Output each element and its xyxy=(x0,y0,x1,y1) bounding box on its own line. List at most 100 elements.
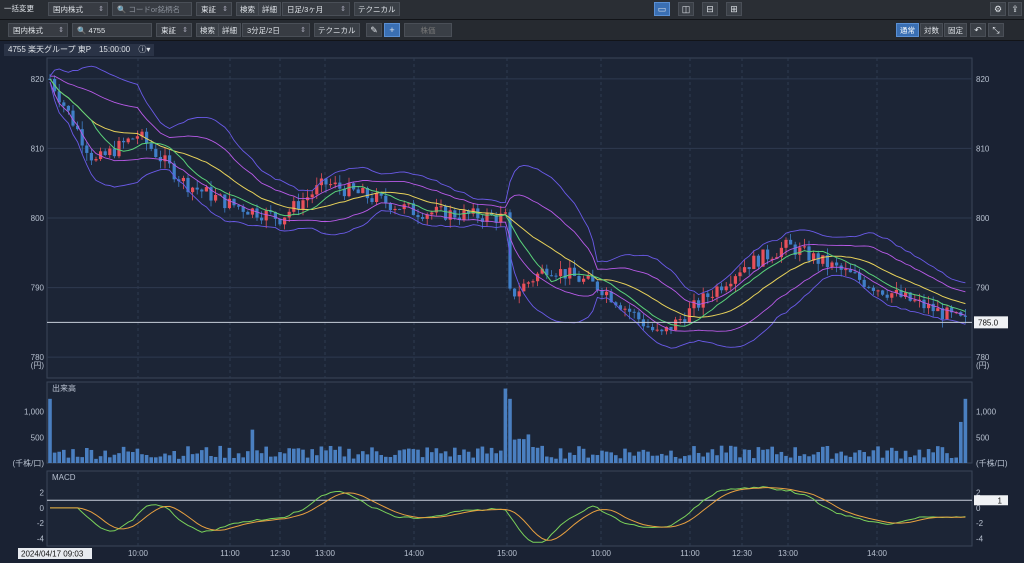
volume-bar xyxy=(793,447,797,463)
technical-button-2[interactable]: テクニカル xyxy=(314,23,360,37)
layout-split-vertical-icon[interactable]: ◫ xyxy=(678,2,694,16)
candle-body xyxy=(310,194,314,198)
candle-body xyxy=(614,302,618,306)
candle-body xyxy=(881,290,885,295)
volume-bar xyxy=(117,453,121,463)
candle-body xyxy=(324,178,328,185)
candle-body xyxy=(945,307,949,320)
candle-body xyxy=(347,183,351,197)
layout-single-icon[interactable]: ▭ xyxy=(654,2,670,16)
volume-bar xyxy=(407,448,411,463)
candle-body xyxy=(609,291,613,303)
market-select[interactable]: 国内株式 xyxy=(48,2,108,16)
volume-bar xyxy=(738,457,742,463)
candle-body xyxy=(710,296,714,298)
technical-button[interactable]: テクニカル xyxy=(354,2,400,16)
candle-body xyxy=(246,211,250,215)
volume-bar xyxy=(379,454,383,463)
candle-body xyxy=(407,203,411,205)
collapse-icon[interactable]: ⤡ xyxy=(988,23,1004,37)
gear-icon[interactable]: ⚙ xyxy=(990,2,1006,16)
macd-signal-line xyxy=(50,486,966,541)
volume-tick-label-right: 1,000 xyxy=(976,408,997,417)
volume-bar xyxy=(140,454,144,463)
candle-body xyxy=(692,300,696,309)
layout-split-horizontal-icon[interactable]: ⊟ xyxy=(702,2,718,16)
exchange-select[interactable]: 東証 xyxy=(196,2,232,16)
chart-area[interactable]: 4755 楽天グループ 東P 15:00:00 ⓘ▾ 820 820 810 810 8… xyxy=(0,41,1024,561)
volume-bar xyxy=(287,448,291,463)
exchange-select-2[interactable]: 東証 xyxy=(156,23,192,37)
candle-body xyxy=(549,275,553,277)
candle-body xyxy=(76,125,80,130)
candle-body xyxy=(66,105,70,111)
volume-bar xyxy=(241,457,245,463)
volume-unit-label: (千株/口) xyxy=(12,458,44,468)
volume-bar xyxy=(342,456,347,463)
volume-bar xyxy=(715,455,719,463)
candle-body xyxy=(899,289,903,297)
volume-bar xyxy=(618,458,623,463)
scale-log-button[interactable]: 対数 xyxy=(920,23,943,37)
candle-body xyxy=(393,208,397,211)
volume-bar xyxy=(108,457,112,463)
macd-right-label: 1 xyxy=(998,496,1003,505)
detail-button-2[interactable]: 詳細 xyxy=(218,23,241,37)
market-select-2[interactable]: 国内株式 xyxy=(8,23,68,37)
candle-body xyxy=(278,218,282,225)
candle-body xyxy=(85,145,89,153)
code-input[interactable]: 🔍 4755 xyxy=(72,23,152,37)
crosshair-icon[interactable]: + xyxy=(384,23,400,37)
volume-bar xyxy=(770,446,774,463)
volume-bar xyxy=(577,446,581,463)
candle-body xyxy=(605,291,609,296)
undo-icon[interactable]: ↶ xyxy=(970,23,986,37)
detail-button[interactable]: 詳細 xyxy=(258,2,281,16)
stock-price-button[interactable]: 株価 xyxy=(404,23,452,37)
period-select-2[interactable]: 3分足/2日 xyxy=(242,23,310,37)
period-select[interactable]: 日足/3ヶ月 xyxy=(282,2,350,16)
price-tick-label-right: 810 xyxy=(976,144,990,153)
volume-bar xyxy=(204,447,209,463)
code-search-input[interactable]: 🔍 コードor銘柄名 xyxy=(112,2,192,16)
layout-quad-icon[interactable]: ⊞ xyxy=(726,2,742,16)
volume-bar xyxy=(687,455,692,463)
candle-body xyxy=(283,217,287,225)
candle-body xyxy=(365,188,369,199)
candle-body xyxy=(356,189,360,194)
volume-bar xyxy=(940,447,945,463)
candle-body xyxy=(582,278,586,282)
price-tick-label: 790 xyxy=(31,284,45,293)
volume-bar xyxy=(85,447,89,463)
scale-normal-button[interactable]: 通常 xyxy=(896,23,919,37)
volume-bar xyxy=(430,452,434,463)
candle-body xyxy=(922,299,926,309)
export-icon[interactable]: ⇪ xyxy=(1008,2,1022,16)
batch-change-label[interactable]: 一括変更 xyxy=(4,4,34,13)
candle-body xyxy=(370,198,374,203)
volume-bar xyxy=(227,447,232,463)
candle-body xyxy=(425,214,429,219)
search-button-2[interactable]: 検索 xyxy=(196,23,219,37)
candle-body xyxy=(844,269,848,271)
price-unit-label-right: (円) xyxy=(976,361,990,370)
panel-frame xyxy=(46,470,973,547)
volume-bar xyxy=(448,456,452,463)
macd-title: MACD xyxy=(52,473,76,482)
candle-body xyxy=(577,276,581,282)
candle-body xyxy=(536,273,540,282)
current-price-badge xyxy=(974,316,1008,329)
volume-bar xyxy=(692,446,696,463)
pencil-icon[interactable]: ✎ xyxy=(366,23,382,37)
volume-bar xyxy=(439,453,443,463)
candle-body xyxy=(154,148,158,157)
candle-body xyxy=(835,262,839,266)
volume-bar xyxy=(420,457,425,463)
volume-bar xyxy=(62,449,66,463)
volume-bar xyxy=(706,452,710,463)
candle-body xyxy=(80,129,84,146)
scale-fixed-button[interactable]: 固定 xyxy=(944,23,967,37)
info-icon[interactable]: ⓘ▾ xyxy=(138,45,151,54)
search-button[interactable]: 検索 xyxy=(236,2,259,16)
